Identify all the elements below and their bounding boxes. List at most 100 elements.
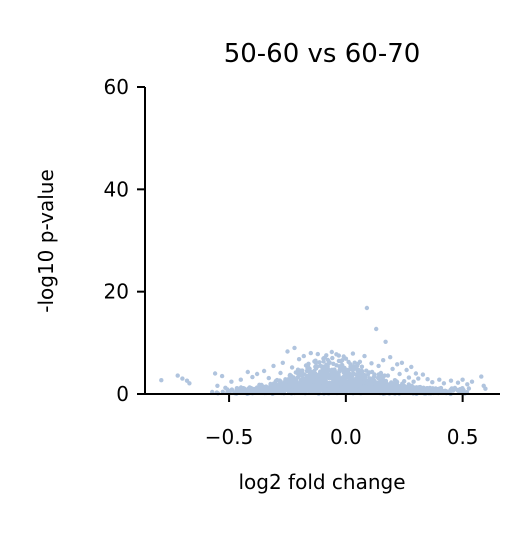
data-point-cloud	[355, 381, 360, 386]
data-point	[409, 364, 414, 370]
data-point	[159, 378, 164, 383]
data-point	[479, 374, 484, 379]
data-point	[327, 360, 332, 365]
data-point-cloud	[366, 384, 372, 389]
data-point-cloud	[356, 377, 361, 382]
data-point-cloud	[317, 360, 322, 365]
data-point-cloud	[337, 375, 342, 380]
data-point	[399, 360, 405, 365]
data-point-cloud	[305, 381, 310, 387]
data-point	[320, 365, 325, 371]
data-point	[385, 373, 391, 378]
data-point	[348, 364, 353, 370]
data-point	[278, 370, 283, 376]
data-point	[355, 368, 360, 373]
data-point	[441, 381, 447, 386]
data-point	[367, 370, 372, 375]
data-point	[266, 375, 271, 381]
y-tick-label: 40	[104, 177, 129, 201]
data-point	[437, 377, 442, 382]
data-point-cloud	[271, 387, 276, 392]
data-point-cloud	[248, 385, 253, 391]
data-point	[416, 376, 421, 381]
data-point	[306, 361, 311, 366]
data-point-cloud	[367, 380, 373, 385]
data-point-cloud	[391, 386, 396, 391]
data-point	[334, 363, 339, 368]
data-point-cloud	[346, 384, 351, 390]
data-point	[332, 376, 337, 381]
data-point-cloud	[326, 367, 332, 373]
data-point	[395, 362, 400, 367]
data-point-cloud	[389, 382, 394, 387]
data-point	[289, 365, 295, 370]
data-point	[299, 370, 304, 375]
data-point-cloud	[223, 385, 228, 390]
data-point-cloud	[307, 366, 312, 371]
data-point	[469, 379, 475, 384]
data-point	[353, 377, 358, 382]
data-point	[406, 375, 412, 380]
data-point	[460, 377, 465, 382]
data-point	[257, 382, 262, 387]
data-point	[392, 378, 398, 383]
data-point	[219, 373, 225, 379]
data-point-cloud	[359, 368, 364, 373]
data-point-cloud	[337, 368, 342, 373]
data-point	[346, 372, 351, 378]
chart-title: 50-60 vs 60-70	[224, 39, 421, 69]
data-point-cloud	[349, 388, 354, 394]
data-point-cloud	[296, 386, 301, 392]
data-point-cloud	[313, 364, 318, 369]
data-point-cloud	[286, 387, 291, 393]
data-point	[261, 368, 267, 374]
data-point	[350, 351, 356, 356]
data-point	[448, 378, 454, 383]
data-point	[250, 374, 255, 380]
data-point-cloud	[299, 384, 305, 390]
data-point-cloud	[451, 388, 456, 393]
data-point-cloud	[362, 385, 368, 390]
data-point-cloud	[244, 389, 249, 394]
data-point-cloud	[329, 371, 335, 377]
data-point-cloud	[220, 389, 225, 394]
data-point	[273, 379, 278, 384]
data-point	[336, 353, 341, 358]
data-point	[313, 358, 318, 363]
data-point	[301, 353, 306, 359]
data-point-cloud	[303, 387, 309, 392]
data-point	[378, 370, 384, 376]
data-point	[411, 379, 416, 384]
data-point-cloud	[383, 378, 389, 384]
data-point	[388, 355, 393, 360]
data-point-cloud	[353, 372, 359, 377]
data-point	[285, 349, 290, 354]
data-point-cloud	[376, 387, 381, 392]
data-point	[254, 371, 260, 377]
data-point	[322, 355, 327, 360]
y-axis-ticks: 0 20 40 60	[104, 75, 145, 406]
data-point-cloud	[407, 386, 413, 392]
data-point	[390, 366, 395, 372]
x-tick-label: 0.5	[447, 425, 479, 449]
data-point	[465, 382, 470, 387]
data-point	[343, 356, 349, 361]
data-point	[481, 383, 486, 388]
data-point-cloud	[403, 388, 408, 393]
y-tick-label: 20	[104, 280, 129, 304]
data-point-cloud	[295, 375, 301, 380]
data-point-cloud	[360, 380, 365, 385]
data-point	[360, 373, 365, 379]
data-point	[311, 374, 316, 379]
data-points	[159, 305, 488, 397]
data-point-cloud	[332, 381, 338, 386]
data-point	[315, 351, 320, 357]
data-point-cloud	[312, 383, 317, 389]
data-point-cloud	[421, 385, 426, 391]
data-point-cloud	[380, 375, 386, 380]
data-point-cloud	[340, 362, 345, 368]
data-point	[271, 363, 276, 369]
data-point	[341, 367, 346, 372]
y-tick-label: 60	[104, 75, 129, 99]
